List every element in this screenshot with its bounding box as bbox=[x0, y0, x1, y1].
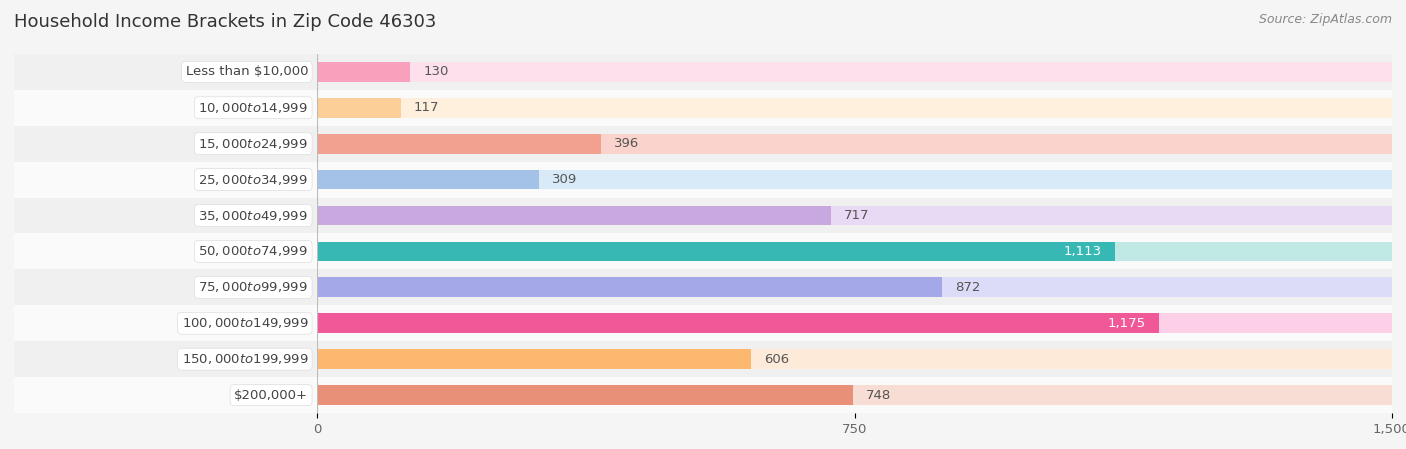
Bar bbox=[318, 385, 1392, 405]
Text: $50,000 to $74,999: $50,000 to $74,999 bbox=[198, 244, 308, 259]
Bar bbox=[318, 305, 1392, 341]
Text: $100,000 to $149,999: $100,000 to $149,999 bbox=[181, 316, 308, 330]
Bar bbox=[14, 198, 318, 233]
Text: 396: 396 bbox=[614, 137, 640, 150]
Bar bbox=[14, 54, 318, 90]
Text: $75,000 to $99,999: $75,000 to $99,999 bbox=[198, 280, 308, 295]
Text: 117: 117 bbox=[413, 101, 440, 114]
Text: Source: ZipAtlas.com: Source: ZipAtlas.com bbox=[1258, 13, 1392, 26]
Text: 872: 872 bbox=[955, 281, 980, 294]
Bar bbox=[318, 377, 1392, 413]
Text: $15,000 to $24,999: $15,000 to $24,999 bbox=[198, 136, 308, 151]
Bar bbox=[14, 162, 318, 198]
Bar bbox=[318, 349, 1392, 369]
Text: 1,175: 1,175 bbox=[1108, 317, 1146, 330]
Bar bbox=[318, 170, 538, 189]
Bar bbox=[318, 54, 1392, 90]
Bar bbox=[318, 98, 1392, 118]
Bar bbox=[14, 126, 318, 162]
Text: 748: 748 bbox=[866, 389, 891, 401]
Bar bbox=[318, 269, 1392, 305]
Bar bbox=[318, 90, 1392, 126]
Bar bbox=[318, 134, 600, 154]
Bar bbox=[14, 233, 318, 269]
Bar bbox=[14, 269, 318, 305]
Bar bbox=[318, 162, 1392, 198]
Bar bbox=[318, 198, 1392, 233]
Bar bbox=[318, 233, 1392, 269]
Text: 309: 309 bbox=[551, 173, 576, 186]
Bar bbox=[318, 242, 1115, 261]
Bar bbox=[318, 62, 411, 82]
Bar bbox=[318, 206, 1392, 225]
Bar bbox=[14, 90, 318, 126]
Text: Household Income Brackets in Zip Code 46303: Household Income Brackets in Zip Code 46… bbox=[14, 13, 436, 31]
Bar bbox=[14, 341, 318, 377]
Bar bbox=[318, 170, 1392, 189]
Bar bbox=[318, 242, 1392, 261]
Bar bbox=[318, 98, 401, 118]
Bar bbox=[318, 134, 1392, 154]
Text: 606: 606 bbox=[765, 353, 789, 365]
Text: $10,000 to $14,999: $10,000 to $14,999 bbox=[198, 101, 308, 115]
Bar bbox=[318, 277, 1392, 297]
Text: $35,000 to $49,999: $35,000 to $49,999 bbox=[198, 208, 308, 223]
Bar bbox=[318, 313, 1159, 333]
Bar bbox=[14, 377, 318, 413]
Bar bbox=[318, 206, 831, 225]
Bar bbox=[318, 341, 1392, 377]
Text: 130: 130 bbox=[423, 66, 449, 78]
Text: $25,000 to $34,999: $25,000 to $34,999 bbox=[198, 172, 308, 187]
Bar bbox=[318, 313, 1392, 333]
Bar bbox=[318, 349, 751, 369]
Bar bbox=[318, 385, 853, 405]
Bar bbox=[14, 305, 318, 341]
Bar bbox=[318, 277, 942, 297]
Bar bbox=[318, 62, 1392, 82]
Text: Less than $10,000: Less than $10,000 bbox=[186, 66, 308, 78]
Text: 1,113: 1,113 bbox=[1063, 245, 1102, 258]
Text: $150,000 to $199,999: $150,000 to $199,999 bbox=[181, 352, 308, 366]
Text: 717: 717 bbox=[844, 209, 869, 222]
Bar bbox=[318, 126, 1392, 162]
Text: $200,000+: $200,000+ bbox=[235, 389, 308, 401]
